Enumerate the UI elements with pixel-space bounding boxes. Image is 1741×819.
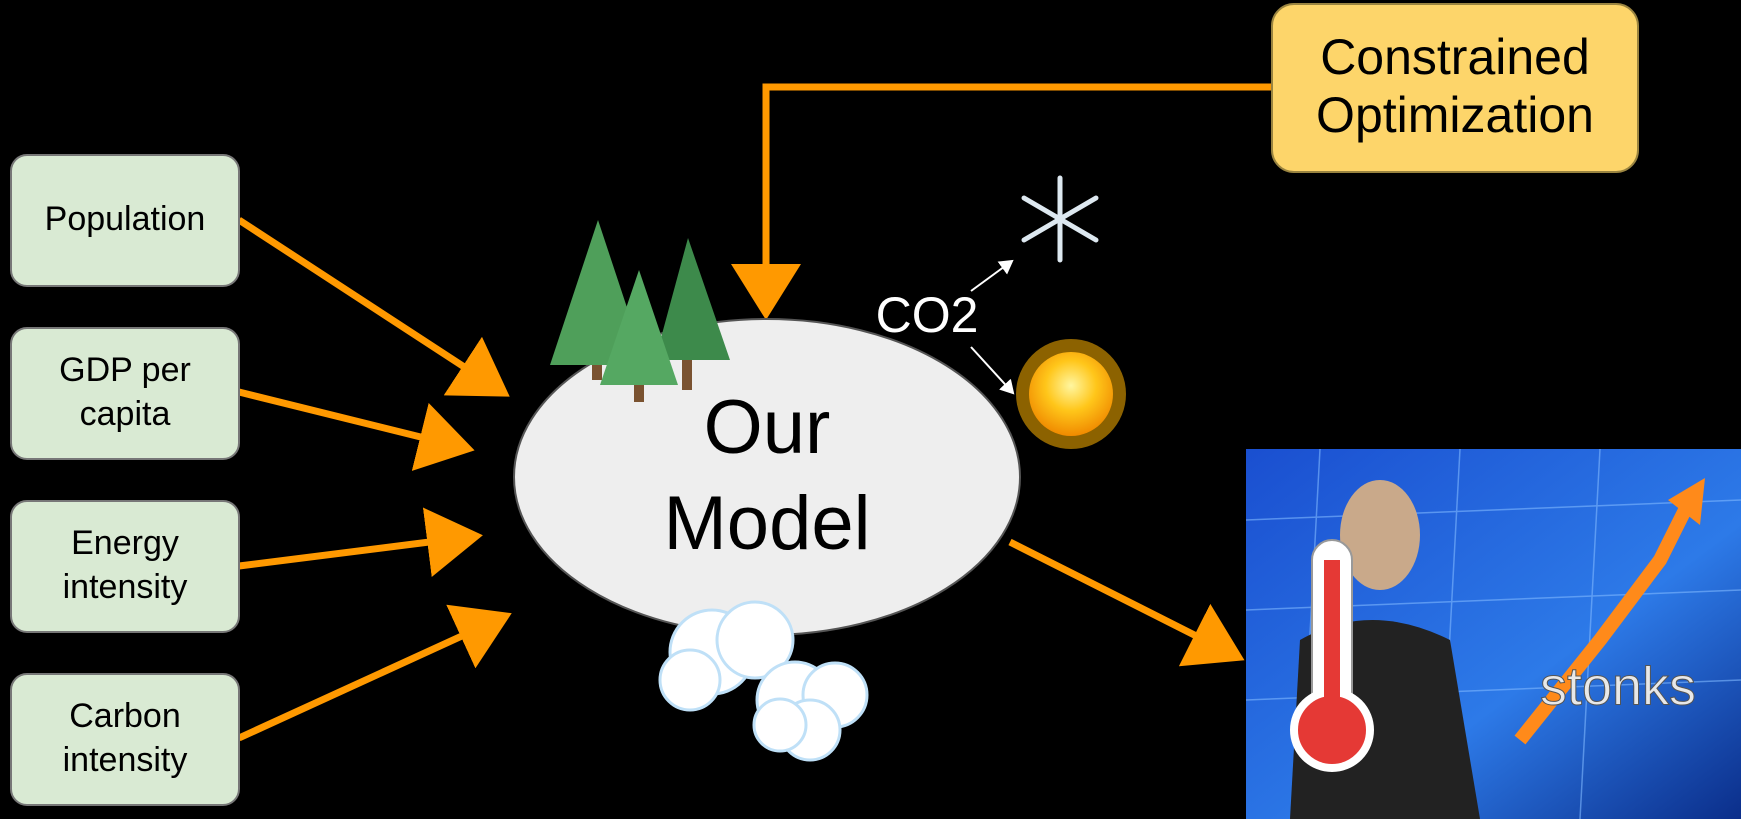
input-box: [11, 501, 239, 632]
meme-caption: stonks: [1540, 656, 1696, 716]
optimizer-label: Optimization: [1316, 87, 1594, 143]
arrow: [239, 537, 469, 566]
arrow: [239, 619, 499, 738]
model-label: Model: [664, 481, 871, 566]
snowflake: [1024, 178, 1096, 260]
input-label: GDP per: [59, 351, 191, 389]
input-label: Energy: [71, 524, 179, 562]
co2-label: CO2: [876, 287, 979, 343]
input-label: Population: [45, 200, 206, 238]
input-box: [11, 674, 239, 805]
page: {"inputs": [ {"lines": ["Population"]}, …: [0, 0, 1741, 819]
arrow: [766, 87, 1272, 306]
optimizer-label: Constrained: [1320, 29, 1590, 85]
arrow: [239, 220, 498, 389]
sun: [1016, 339, 1126, 449]
input-box: [11, 328, 239, 459]
input-label: intensity: [63, 741, 188, 779]
arrow: [239, 392, 461, 447]
meme-image: [1246, 449, 1741, 819]
input-label: capita: [80, 395, 171, 433]
diagram: CO2 stonks Population GDP per capita Energy…: [0, 0, 1741, 819]
input-label: intensity: [63, 568, 188, 606]
arrow: [1010, 542, 1232, 654]
input-label: Carbon: [69, 697, 181, 735]
model-label: Our: [704, 385, 831, 470]
arrow: [971, 347, 1013, 393]
model-ellipse: [514, 319, 1020, 635]
